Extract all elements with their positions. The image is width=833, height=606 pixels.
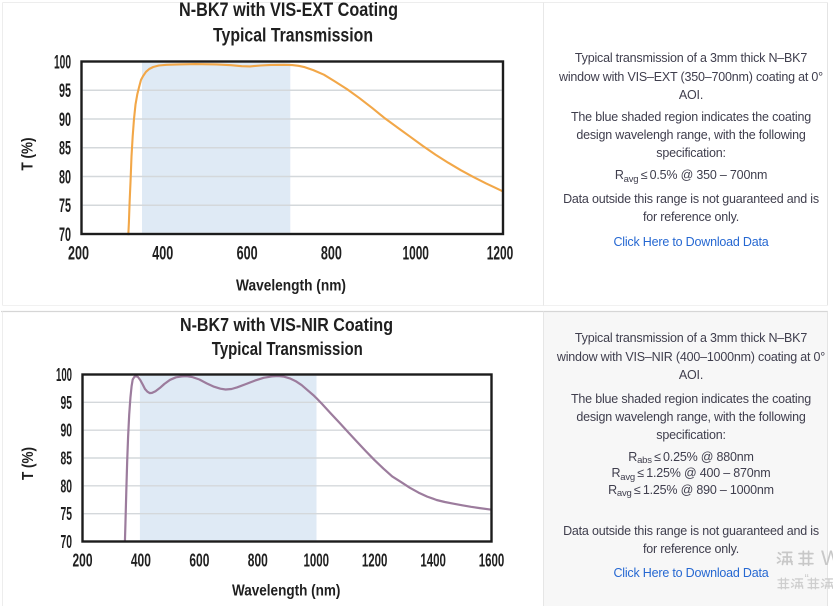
svg-text:1200: 1200: [487, 244, 514, 265]
svg-text:400: 400: [152, 244, 173, 265]
svg-text:1000: 1000: [303, 551, 329, 571]
svg-text:800: 800: [321, 244, 342, 265]
svg-text:95: 95: [61, 393, 73, 413]
svg-text:100: 100: [56, 365, 72, 385]
svg-text:90: 90: [59, 110, 71, 131]
svg-text:T (%): T (%): [20, 447, 37, 480]
svg-text:600: 600: [237, 244, 258, 265]
svg-text:200: 200: [73, 551, 93, 571]
svg-text:Wavelength (nm): Wavelength (nm): [236, 277, 346, 294]
svg-text:600: 600: [189, 551, 209, 571]
svg-text:1200: 1200: [362, 551, 388, 571]
svg-text:N-BK7 with VIS-NIR Coating: N-BK7 with VIS-NIR Coating: [180, 315, 393, 335]
svg-text:100: 100: [54, 52, 71, 73]
svg-text:Typical Transmission: Typical Transmission: [212, 339, 363, 359]
svg-text:200: 200: [68, 244, 89, 265]
svg-text:1600: 1600: [479, 551, 505, 571]
svg-text:“: “: [805, 571, 809, 586]
svg-text:T (%): T (%): [20, 138, 37, 171]
svg-text:70: 70: [61, 532, 73, 552]
svg-text:85: 85: [59, 139, 71, 160]
svg-text:800: 800: [248, 551, 268, 571]
svg-text:W: W: [821, 547, 833, 570]
svg-text:N-BK7 with VIS-EXT Coating: N-BK7 with VIS-EXT Coating: [179, 0, 398, 21]
svg-text:85: 85: [61, 449, 73, 469]
svg-text:75: 75: [59, 196, 71, 217]
svg-text:Typical Transmission: Typical Transmission: [213, 25, 373, 46]
svg-text:95: 95: [59, 81, 71, 102]
svg-text:Wavelength (nm): Wavelength (nm): [232, 583, 341, 600]
svg-text:1000: 1000: [402, 244, 429, 265]
svg-text:90: 90: [61, 421, 73, 441]
svg-text:80: 80: [59, 167, 71, 188]
svg-text:80: 80: [61, 476, 73, 496]
svg-text:75: 75: [61, 504, 73, 524]
svg-text:1400: 1400: [420, 551, 446, 571]
svg-text:70: 70: [59, 225, 71, 246]
svg-text:400: 400: [131, 551, 151, 571]
